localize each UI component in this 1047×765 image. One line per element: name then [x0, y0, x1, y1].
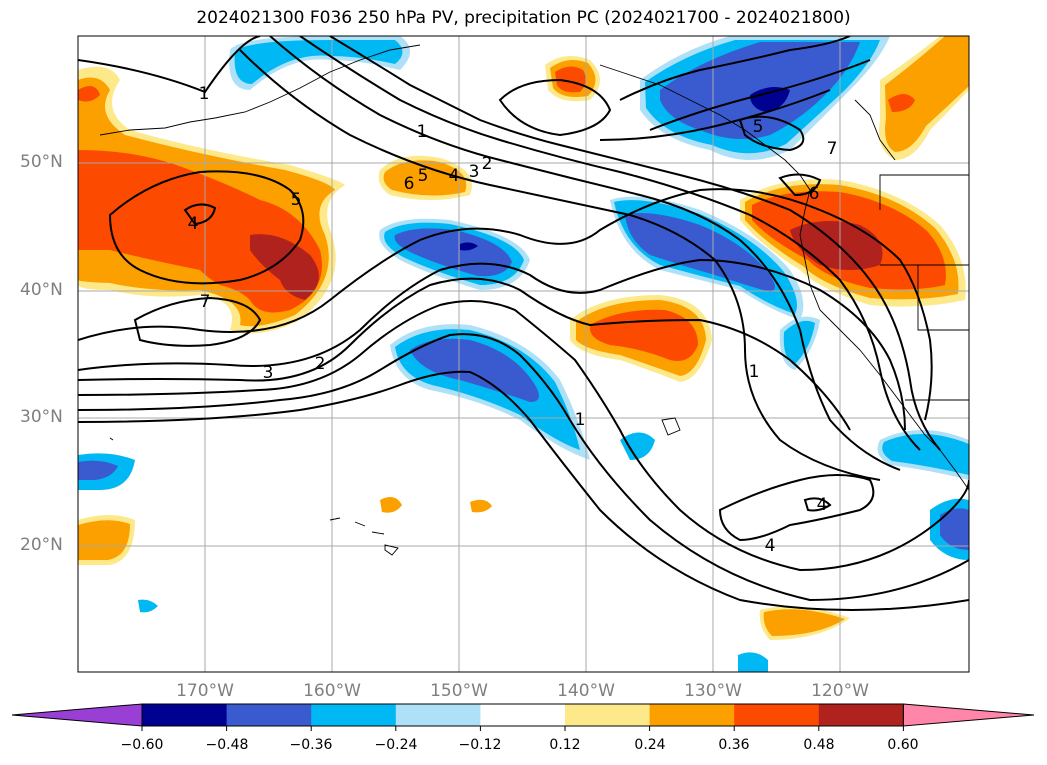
colorbar-tick-label: 0.24 [634, 737, 666, 753]
colorbar-tick-label: 0.60 [887, 737, 919, 753]
contour-label: 1 [575, 410, 586, 430]
contour-label: 4 [449, 166, 460, 186]
contour-label: 1 [199, 84, 210, 104]
lon-label-160w: 160°W [303, 681, 361, 701]
colorbar-tick-label: −0.60 [120, 737, 164, 753]
positive-anomaly-central [378, 56, 712, 382]
lat-label-30n: 30°N [20, 407, 63, 427]
negative-anomaly-south [78, 430, 969, 672]
contour-label: 3 [263, 363, 274, 383]
lat-label-40n: 40°N [20, 280, 63, 300]
contour-label: 7 [200, 292, 211, 312]
lon-label-120w: 120°W [811, 681, 869, 701]
gridlines [78, 36, 969, 672]
contour-label: 2 [315, 354, 326, 374]
negative-anomaly-central [379, 196, 820, 460]
contour-label: 4 [188, 214, 199, 234]
contour-label: 1 [417, 122, 428, 142]
contour-labels: 1 1 1 1 2 2 3 3 4 4 4 5 5 5 6 6 7 7 4 [188, 84, 838, 556]
lat-label-50n: 50°N [20, 152, 63, 172]
contour-label: 4 [817, 495, 828, 515]
colorbar-tick-label: −0.12 [458, 737, 502, 753]
contour-label: 5 [291, 190, 302, 210]
lon-label-150w: 150°W [430, 681, 488, 701]
contour-label: 5 [418, 166, 429, 186]
lon-label-170w: 170°W [176, 681, 234, 701]
colorbar-tick-label: −0.36 [289, 737, 333, 753]
lat-label-20n: 20°N [20, 535, 63, 555]
contour-label: 6 [809, 184, 820, 204]
contour-label: 6 [404, 174, 415, 194]
colorbar-tick-label: 0.12 [549, 737, 581, 753]
contour-label: 1 [749, 362, 760, 382]
contour-label: 5 [753, 117, 764, 137]
contour-label: 4 [765, 536, 776, 556]
colorbar-tick-label: 0.36 [718, 737, 750, 753]
colorbar-tick-label: −0.48 [205, 737, 249, 753]
lon-label-130w: 130°W [684, 681, 742, 701]
pv-contours [78, 36, 969, 611]
contour-label: 3 [469, 162, 480, 182]
lon-label-140w: 140°W [557, 681, 615, 701]
contour-label: 7 [827, 139, 838, 159]
map-title: 2024021300 F036 250 hPa PV, precipitatio… [196, 8, 851, 28]
colorbar-tick-label: −0.24 [374, 737, 418, 753]
colorbar-tick-label: 0.48 [803, 737, 835, 753]
map-frame [77, 35, 970, 673]
contour-label: 2 [482, 154, 493, 174]
